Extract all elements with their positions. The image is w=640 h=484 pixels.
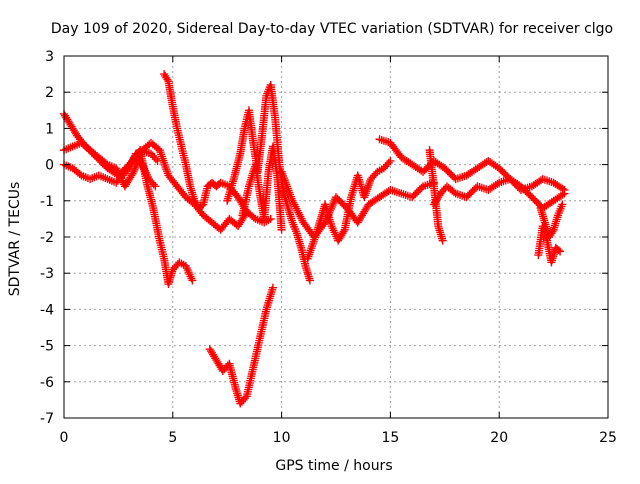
y-tick-label: 2 [45, 85, 54, 101]
y-tick-label: 3 [45, 49, 54, 65]
data-point [556, 247, 565, 256]
y-tick-label: -7 [40, 411, 54, 427]
data-point [163, 75, 172, 84]
data-point [268, 283, 277, 292]
chart-title: Day 109 of 2020, Sidereal Day-to-day VTE… [51, 21, 613, 37]
data-point [305, 276, 314, 285]
y-tick-label: -6 [40, 375, 54, 391]
y-tick-label: -5 [40, 339, 54, 355]
data-point [241, 394, 250, 403]
x-tick-label: 10 [273, 430, 291, 446]
data-point [386, 156, 395, 165]
data-point [277, 225, 286, 234]
x-axis-label: GPS time / hours [275, 458, 392, 474]
data-marks [60, 70, 569, 408]
data-point [558, 200, 567, 209]
series-track-f [205, 283, 277, 408]
series-track-j [303, 156, 395, 263]
data-point [493, 179, 502, 188]
y-tick-label: 1 [45, 121, 54, 137]
x-tick-label: 25 [599, 430, 617, 446]
grid-lines [64, 56, 608, 418]
data-point [339, 227, 348, 236]
y-tick-label: -1 [40, 194, 54, 210]
x-tick-label: 5 [168, 430, 177, 446]
series-track-h [238, 142, 286, 234]
data-point [151, 155, 160, 164]
series-track-e [136, 146, 197, 289]
y-tick-label: -3 [40, 266, 54, 282]
data-point [151, 182, 160, 191]
x-tick-label: 0 [60, 430, 69, 446]
data-point [329, 199, 338, 208]
x-tick-label: 20 [490, 430, 508, 446]
y-tick-label: -2 [40, 230, 54, 246]
data-point [328, 200, 337, 209]
series-track-l [429, 175, 569, 213]
series-track-o [536, 200, 567, 241]
y-axis-label: SDTVAR / TECUs [7, 182, 23, 297]
y-tick-label: -4 [40, 302, 54, 318]
data-point [548, 227, 557, 236]
data-point [188, 276, 197, 285]
series-track-m [425, 146, 447, 245]
data-point [558, 190, 567, 199]
x-tick-label: 15 [381, 430, 399, 446]
data-point [560, 189, 569, 198]
data-point [384, 158, 393, 167]
y-tick-label: 0 [45, 158, 54, 174]
data-point [554, 246, 563, 255]
data-point [128, 169, 137, 178]
data-point [438, 236, 447, 245]
